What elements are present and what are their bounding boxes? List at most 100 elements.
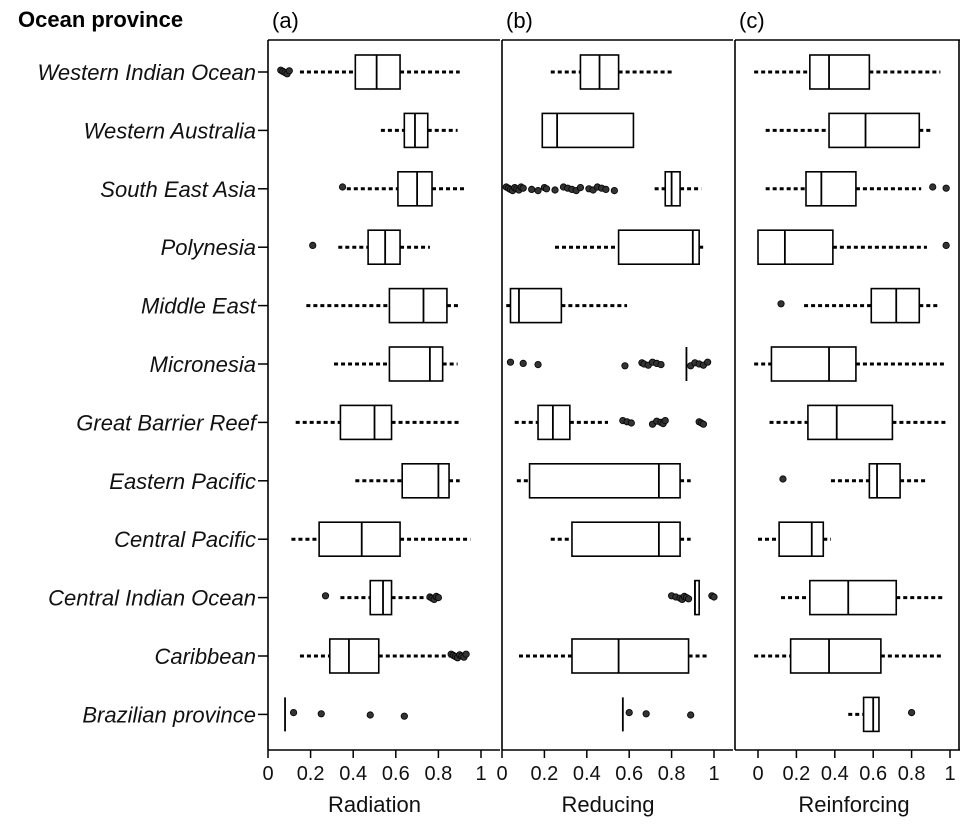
province-labels: Western Indian Ocean Western Australia Sou… <box>38 60 268 727</box>
outlier-point <box>929 183 937 191</box>
x-tick-label: 0 <box>496 763 507 785</box>
box-group <box>550 521 691 558</box>
box <box>770 346 857 382</box>
outlier-point <box>621 362 629 370</box>
x-tick-label: 0.4 <box>573 763 601 785</box>
outlier-point <box>907 708 916 717</box>
box-group <box>667 579 718 616</box>
box <box>354 54 401 90</box>
outlier-point <box>400 712 408 720</box>
x-tick-label: 0 <box>752 763 763 785</box>
province-label: South East Asia <box>100 177 256 202</box>
y-axis-title: Ocean province <box>18 7 183 32</box>
outlier-point <box>551 186 559 194</box>
box <box>664 171 681 207</box>
box <box>868 462 901 499</box>
province-label: Western Australia <box>84 118 256 143</box>
x-tick-label: 1 <box>708 763 719 785</box>
box-group <box>514 404 708 441</box>
outlier-point <box>777 300 785 308</box>
outlier-point <box>528 185 536 193</box>
outlier-point <box>506 358 515 366</box>
outlier-point <box>699 420 708 428</box>
outlier-point <box>534 360 542 369</box>
box <box>789 638 882 674</box>
box-group <box>781 579 943 616</box>
x-tick-label: 0.6 <box>615 763 643 785</box>
x-tick-label: 1 <box>475 763 486 785</box>
x-tick-label: 0.2 <box>297 763 325 785</box>
panel-3: (c) 0 0.2 0.4 0.6 0.8 1 Reinforcing <box>734 8 960 817</box>
outlier-point <box>462 650 470 658</box>
x-tick-label: 1 <box>944 763 955 785</box>
box <box>541 112 635 149</box>
x-tick-label: 0 <box>262 763 273 785</box>
box <box>328 638 380 674</box>
outlier-point <box>610 187 618 195</box>
x-tick-label: 0.2 <box>782 763 810 785</box>
panel-letter: (c) <box>739 8 765 33</box>
outlier-point <box>542 185 551 193</box>
outlier-point <box>704 358 712 366</box>
outlier-point <box>338 183 347 191</box>
x-tick-label: 0.8 <box>658 763 686 785</box>
panel-letter: (a) <box>272 8 299 33</box>
box-group <box>765 171 950 207</box>
box <box>369 579 393 616</box>
box <box>862 696 880 733</box>
box-group <box>380 112 458 149</box>
x-tick-label: 0.8 <box>898 763 926 785</box>
x-tick-label: 0.4 <box>339 763 367 785</box>
outlier-point <box>602 185 610 193</box>
box <box>809 579 898 616</box>
box-group <box>291 521 471 558</box>
box <box>528 462 681 499</box>
outlier-point <box>534 187 542 195</box>
box-group <box>306 287 460 324</box>
outlier-point <box>317 710 325 718</box>
outlier-point <box>661 416 669 425</box>
province-label: Western Indian Ocean <box>38 60 257 85</box>
box <box>318 521 401 558</box>
box-group <box>355 462 460 499</box>
box-group <box>502 171 702 207</box>
box-group <box>765 112 931 149</box>
outlier-point <box>434 593 442 602</box>
box-group <box>555 229 704 265</box>
x-tick-label: 0.6 <box>382 763 410 785</box>
x-tick-label: 0.8 <box>424 763 452 785</box>
x-axis-title: Reducing <box>562 792 655 817</box>
box-group <box>754 54 941 90</box>
box <box>807 404 894 441</box>
outlier-point <box>366 711 374 719</box>
province-label: Middle East <box>141 294 257 319</box>
outlier-point <box>657 360 665 369</box>
outlier-point <box>625 708 633 717</box>
outlier-point <box>684 595 693 603</box>
box <box>617 229 700 265</box>
box-group <box>321 579 442 616</box>
box-group <box>516 462 691 499</box>
box-group <box>295 404 460 441</box>
outlier-point <box>309 241 317 249</box>
box-group <box>758 521 831 558</box>
box-group <box>550 54 672 90</box>
box-group <box>284 697 408 732</box>
box <box>571 638 690 674</box>
box <box>571 521 681 558</box>
outlier-point <box>942 241 950 249</box>
box <box>778 521 825 558</box>
x-tick-label: 0.6 <box>859 763 887 785</box>
box-group <box>309 229 430 265</box>
box-group <box>769 404 947 441</box>
box <box>403 112 429 149</box>
province-label: Great Barrier Reef <box>76 410 259 435</box>
province-label: Central Indian Ocean <box>48 586 256 611</box>
box-group <box>754 346 947 382</box>
box <box>809 54 871 90</box>
outlier-point <box>779 475 787 483</box>
box <box>388 287 448 324</box>
box <box>805 171 857 207</box>
panel-letter: (b) <box>506 8 533 33</box>
outlier-point <box>289 708 298 717</box>
